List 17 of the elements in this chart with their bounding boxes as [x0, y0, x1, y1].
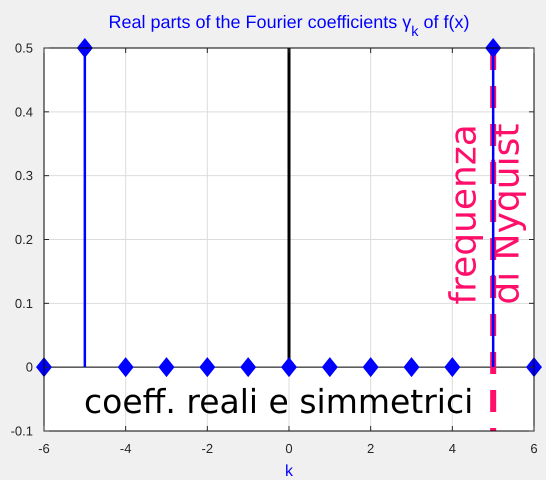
x-tick-label: -6	[38, 441, 50, 456]
y-tick-label: 0.3	[14, 168, 33, 184]
y-tick-label: 0.4	[14, 104, 33, 120]
x-tick-label: 0	[285, 441, 293, 456]
x-tick-label: 6	[530, 441, 538, 456]
y-tick-label: -0.1	[10, 424, 33, 438]
y-tick-label: 0.1	[14, 296, 33, 311]
annotation: coeff. reali e simmetrici	[84, 382, 474, 421]
y-tick-label: 0.2	[14, 232, 33, 247]
y-tick-label: 0.5	[14, 40, 33, 56]
chart-title: Real parts of the Fourier coefficients γ$_{k}$ of f(x)	[108, 12, 470, 40]
x-tick-label: -4	[120, 441, 132, 456]
x-tick-label: 2	[367, 441, 374, 456]
y-tick-label: 0	[26, 360, 33, 375]
x-tick-label: 4	[448, 441, 456, 456]
x-tick-label: -2	[202, 441, 214, 456]
x-axis-title: k	[285, 463, 294, 480]
